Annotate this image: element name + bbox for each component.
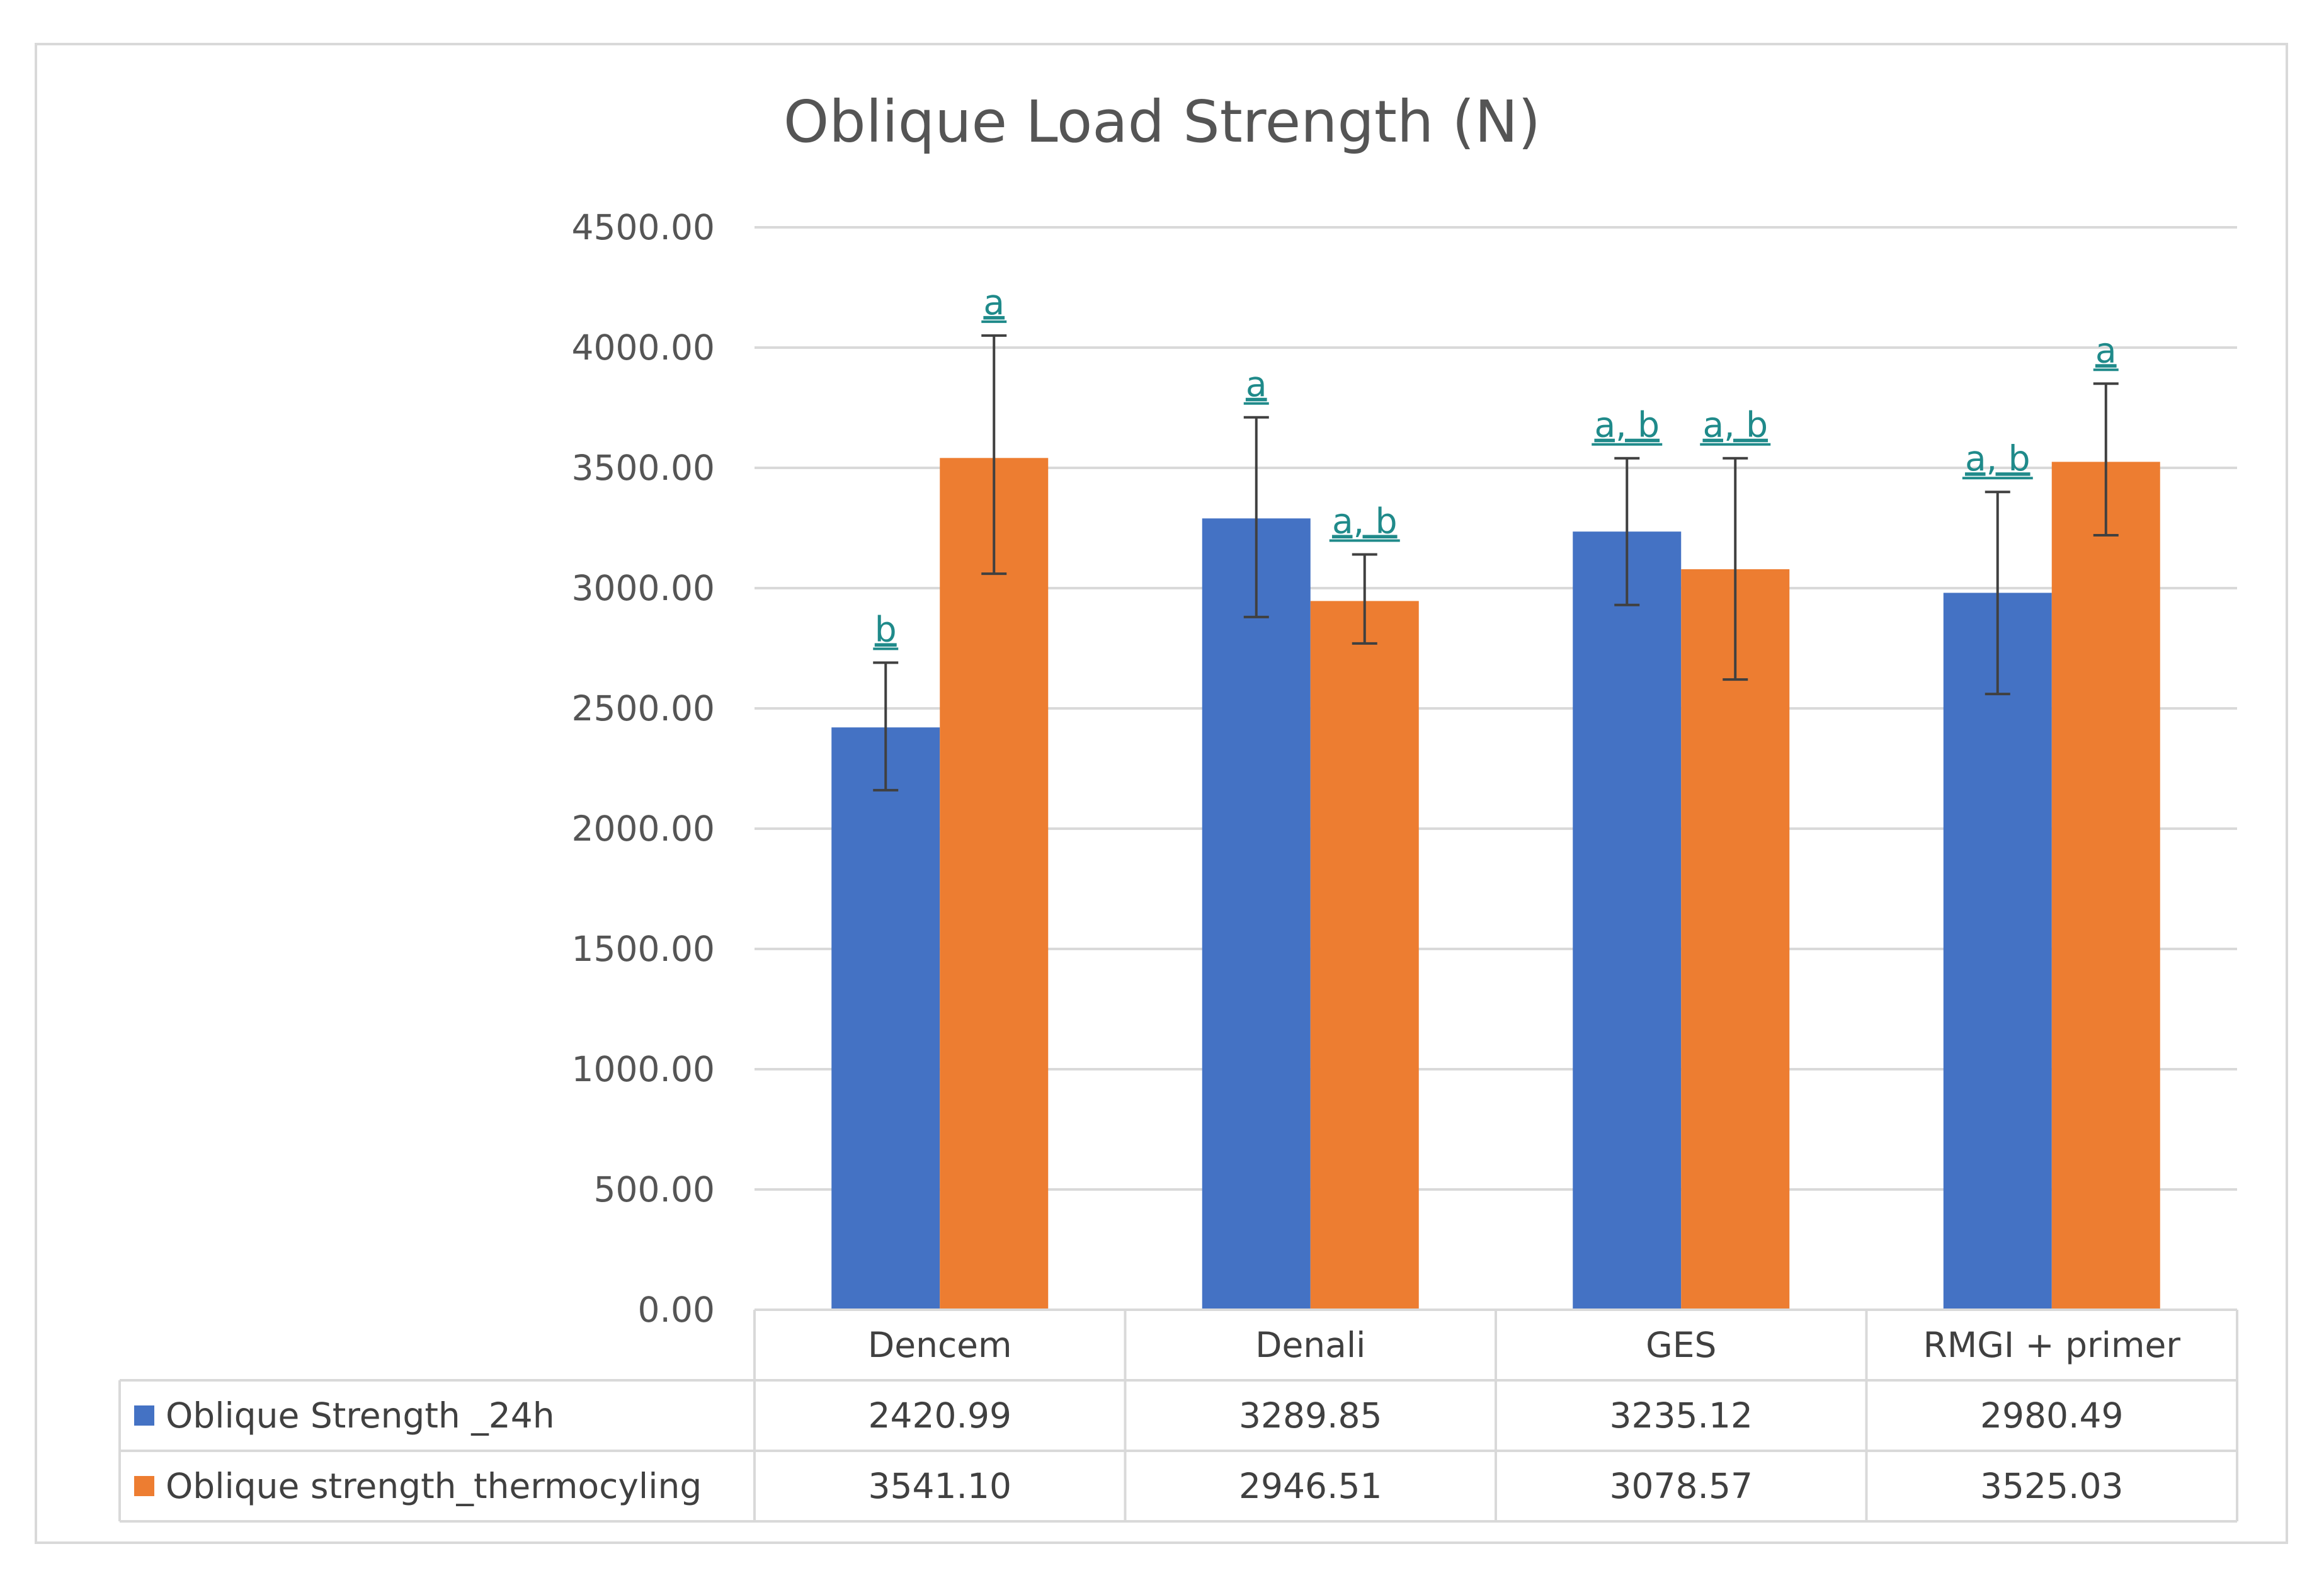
y-tick-label: 2500.00 — [572, 688, 715, 729]
significance-label: a, b — [1965, 438, 2031, 479]
x-tick-label: Denali — [1255, 1325, 1365, 1365]
data-table: Dencem Denali GES RMGI + primer Oblique Stre… — [118, 1308, 2238, 1523]
x-tick-label: GES — [1646, 1325, 1716, 1365]
bar — [940, 458, 1049, 1310]
bar — [1681, 569, 1790, 1310]
bar — [1310, 601, 1419, 1310]
significance-label: a — [983, 282, 1005, 322]
y-tick-label: 4500.00 — [572, 207, 715, 247]
significance-label: a, b — [1594, 405, 1660, 445]
table-value: 3235.12 — [1610, 1395, 1753, 1436]
y-tick-label: 1500.00 — [572, 929, 715, 969]
chart-title: Oblique Load Strength (N) — [783, 88, 1541, 156]
bar — [831, 727, 940, 1310]
table-value: 2980.49 — [1980, 1395, 2123, 1436]
bar — [1573, 531, 1682, 1310]
bars: b a a, b a, b a a, b a, b a — [831, 282, 2160, 1310]
y-tick-label: 4000.00 — [572, 327, 715, 368]
y-tick-label: 3000.00 — [572, 568, 715, 608]
legend-swatch — [134, 1476, 154, 1496]
y-tick-label: 0.00 — [638, 1290, 715, 1330]
table-value: 2946.51 — [1239, 1466, 1382, 1506]
x-tick-label: Dencem — [868, 1325, 1012, 1365]
significance-label: a — [2095, 330, 2117, 370]
y-tick-label: 1000.00 — [572, 1049, 715, 1089]
bar — [2051, 462, 2160, 1310]
table-value: 3541.10 — [869, 1466, 1011, 1506]
y-tick-label: 2000.00 — [572, 809, 715, 849]
table-value: 3525.03 — [1980, 1466, 2123, 1506]
y-tick-label: 500.00 — [594, 1169, 715, 1210]
significance-label: a, b — [1702, 405, 1768, 445]
significance-label: b — [875, 609, 897, 649]
significance-label: a — [1246, 364, 1267, 404]
x-tick-label: RMGI + primer — [1923, 1325, 2181, 1365]
legend-swatch — [134, 1405, 154, 1426]
y-tick-label: 3500.00 — [572, 448, 715, 488]
bar — [1943, 593, 2052, 1310]
bar — [1202, 518, 1311, 1310]
table-value: 3289.85 — [1239, 1395, 1382, 1436]
significance-label: a, b — [1332, 501, 1398, 542]
table-value: 2420.99 — [869, 1395, 1011, 1436]
legend-label: Oblique Strength _24h — [166, 1395, 555, 1436]
table-value: 3078.57 — [1610, 1466, 1753, 1506]
chart-border — [35, 43, 2288, 1544]
legend-label: Oblique strength_thermocyling — [166, 1466, 702, 1506]
